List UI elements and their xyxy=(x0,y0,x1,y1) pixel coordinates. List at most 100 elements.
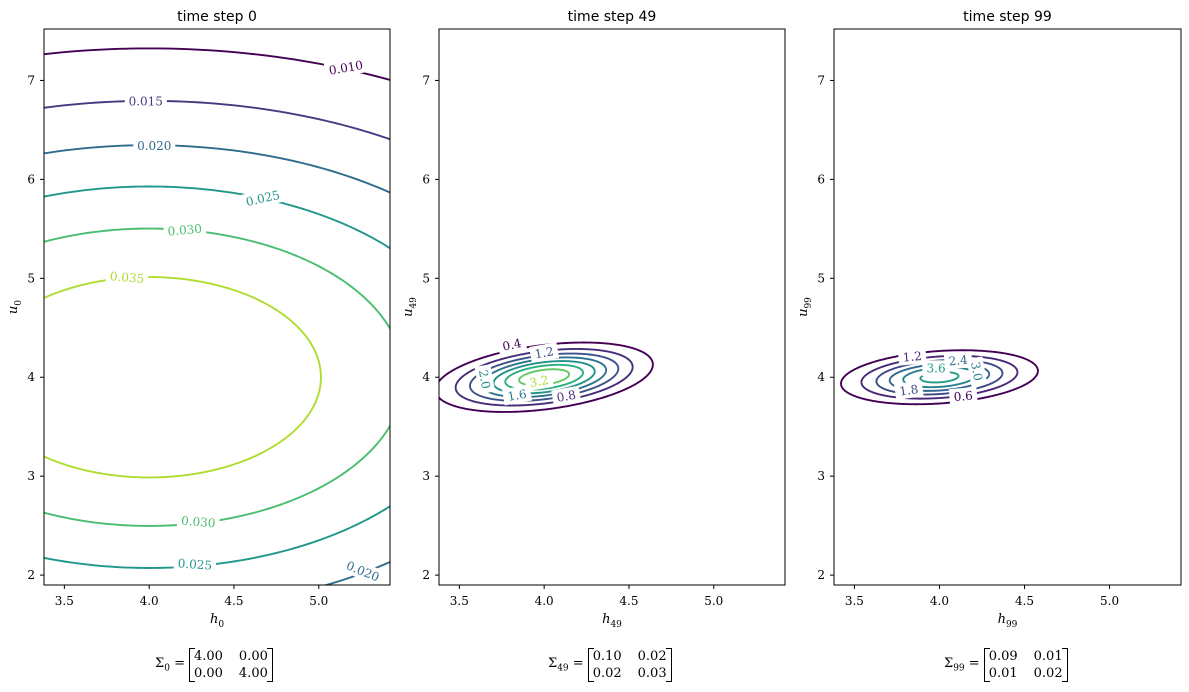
y-tick-label: 2 xyxy=(422,568,430,582)
contour-label: 0.015 xyxy=(129,95,163,109)
y-tick-label: 5 xyxy=(422,271,430,285)
covariance-caption: Σ49 = 0.10 0.02 0.02 0.03 xyxy=(548,648,672,682)
y-tick-label: 5 xyxy=(817,271,825,285)
y-tick-label: 4 xyxy=(27,370,35,384)
y-axis-label: u0 xyxy=(6,300,24,314)
contour-label: 3.2 xyxy=(529,373,550,390)
contour-label: 1.2 xyxy=(902,349,922,365)
x-tick-label: 4.0 xyxy=(140,594,159,608)
covariance-matrix: 0.10 0.02 0.02 0.03 xyxy=(587,648,672,682)
contour-line-0.020 xyxy=(44,144,390,585)
matrix-entry: 0.02 xyxy=(592,666,622,681)
y-tick-label: 2 xyxy=(817,568,825,582)
contour-label: 0.020 xyxy=(137,139,171,153)
x-tick-label: 5.0 xyxy=(309,594,328,608)
y-tick-label: 4 xyxy=(422,370,430,384)
x-tick-label: 4.5 xyxy=(619,594,638,608)
contour-label: 2.0 xyxy=(476,369,493,390)
x-axis-label: h99 xyxy=(998,612,1018,630)
contour-label: 0.8 xyxy=(556,388,577,405)
x-tick-label: 3.5 xyxy=(845,594,864,608)
panel-title: time step 99 xyxy=(963,9,1052,25)
y-tick-label: 3 xyxy=(817,469,825,483)
x-tick-label: 4.0 xyxy=(535,594,554,608)
panel-title: time step 0 xyxy=(177,9,257,25)
covariance-caption: Σ0 = 4.00 0.00 0.00 4.00 xyxy=(155,648,273,682)
covariance-matrix: 4.00 0.00 0.00 4.00 xyxy=(188,648,273,682)
axes-frame xyxy=(438,28,786,586)
matrix-entry: 0.09 xyxy=(988,649,1018,664)
x-tick-label: 5.0 xyxy=(704,594,723,608)
matrix-entry: 0.02 xyxy=(1033,666,1063,681)
contour-line-0.030 xyxy=(44,227,390,527)
contour-line-1.2 xyxy=(469,352,620,402)
contour-label: 0.025 xyxy=(177,556,212,572)
x-tick-label: 5.0 xyxy=(1100,594,1119,608)
matrix-entry: 0.00 xyxy=(238,649,268,664)
y-tick-label: 6 xyxy=(27,172,35,186)
contour-line-2.0 xyxy=(492,360,596,395)
matrix-entry: 0.00 xyxy=(193,666,223,681)
matrix-entry: 4.00 xyxy=(238,666,268,681)
sigma-symbol: Σ49 = xyxy=(548,656,584,674)
contour-label: 0.030 xyxy=(181,514,216,531)
y-tick-label: 3 xyxy=(422,469,430,483)
contour-panel-2: 1.2 2.43.6 3.0 1.8 0.6 3.5 4.0 4.5 5.0 2 3 4 5 6 7 time… xyxy=(796,9,1182,630)
y-tick-label: 6 xyxy=(817,172,825,186)
x-tick-label: 4.0 xyxy=(930,594,949,608)
y-axis-label: u49 xyxy=(401,297,419,317)
x-tick-label: 4.5 xyxy=(1015,594,1034,608)
contour-label: 1.8 xyxy=(898,382,919,399)
x-axis-label: h49 xyxy=(602,612,622,630)
y-tick-label: 7 xyxy=(817,73,825,87)
matrix-entry: 4.00 xyxy=(193,649,223,664)
contour-line-0.4 xyxy=(439,341,654,413)
contour-line-2.4 xyxy=(504,363,584,391)
contour-line-0.015 xyxy=(44,99,390,141)
matrix-entry: 0.03 xyxy=(637,666,667,681)
contour-line-0.035 xyxy=(44,276,322,479)
matrix-entry: 0.01 xyxy=(1033,649,1063,664)
y-tick-label: 7 xyxy=(422,73,430,87)
y-tick-label: 5 xyxy=(27,271,35,285)
y-tick-label: 6 xyxy=(422,172,430,186)
sigma-symbol: Σ99 = xyxy=(944,656,980,674)
panel-title: time step 49 xyxy=(568,9,657,25)
axes-frame xyxy=(833,28,1182,586)
contour-line-2.8 xyxy=(518,368,571,387)
contour-label: 0.010 xyxy=(328,58,364,78)
matrix-entry: 0.02 xyxy=(637,649,667,664)
y-tick-label: 4 xyxy=(817,370,825,384)
contour-label: 0.030 xyxy=(167,222,202,239)
contour-panel-1: 0.4 1.2 0.8 1.6 2.0 3.2 3.5 4.0 4.5 5.0 2 3 4 5 6 7 time… xyxy=(401,9,786,630)
covariance-matrix: 0.09 0.01 0.01 0.02 xyxy=(983,648,1068,682)
contour-line-0.8 xyxy=(454,348,634,407)
contour-label: 0.020 xyxy=(344,559,381,585)
matrix-entry: 0.10 xyxy=(592,649,622,664)
matrix-entry: 0.01 xyxy=(988,666,1018,681)
contour-label: 1.6 xyxy=(506,387,527,404)
sigma-symbol: Σ0 = xyxy=(155,656,185,674)
contour-line-1.2 xyxy=(860,354,1019,400)
covariance-caption: Σ99 = 0.09 0.01 0.01 0.02 xyxy=(944,648,1068,682)
contour-label: 2.4 xyxy=(948,353,969,369)
x-axis-label: h0 xyxy=(210,612,224,630)
y-tick-label: 2 xyxy=(27,568,35,582)
contour-label: 3.6 xyxy=(927,362,946,376)
contour-label: 0.6 xyxy=(953,389,973,405)
x-tick-label: 3.5 xyxy=(55,594,74,608)
y-tick-label: 7 xyxy=(27,73,35,87)
contour-panel-0: 0.0100.0150.0200.0250.0300.0350.0300.025… xyxy=(6,9,391,630)
x-tick-label: 3.5 xyxy=(450,594,469,608)
contour-line-0.025 xyxy=(44,185,390,569)
y-axis-label: u99 xyxy=(796,297,814,317)
contour-label: 0.035 xyxy=(109,269,144,286)
y-tick-label: 3 xyxy=(27,469,35,483)
axes-frame xyxy=(43,28,391,586)
x-tick-label: 4.5 xyxy=(224,594,243,608)
contour-label: 3.0 xyxy=(968,361,985,382)
contour-label: 0.4 xyxy=(501,336,523,354)
contour-label: 1.2 xyxy=(534,344,555,361)
contour-line-0.6 xyxy=(840,349,1039,406)
